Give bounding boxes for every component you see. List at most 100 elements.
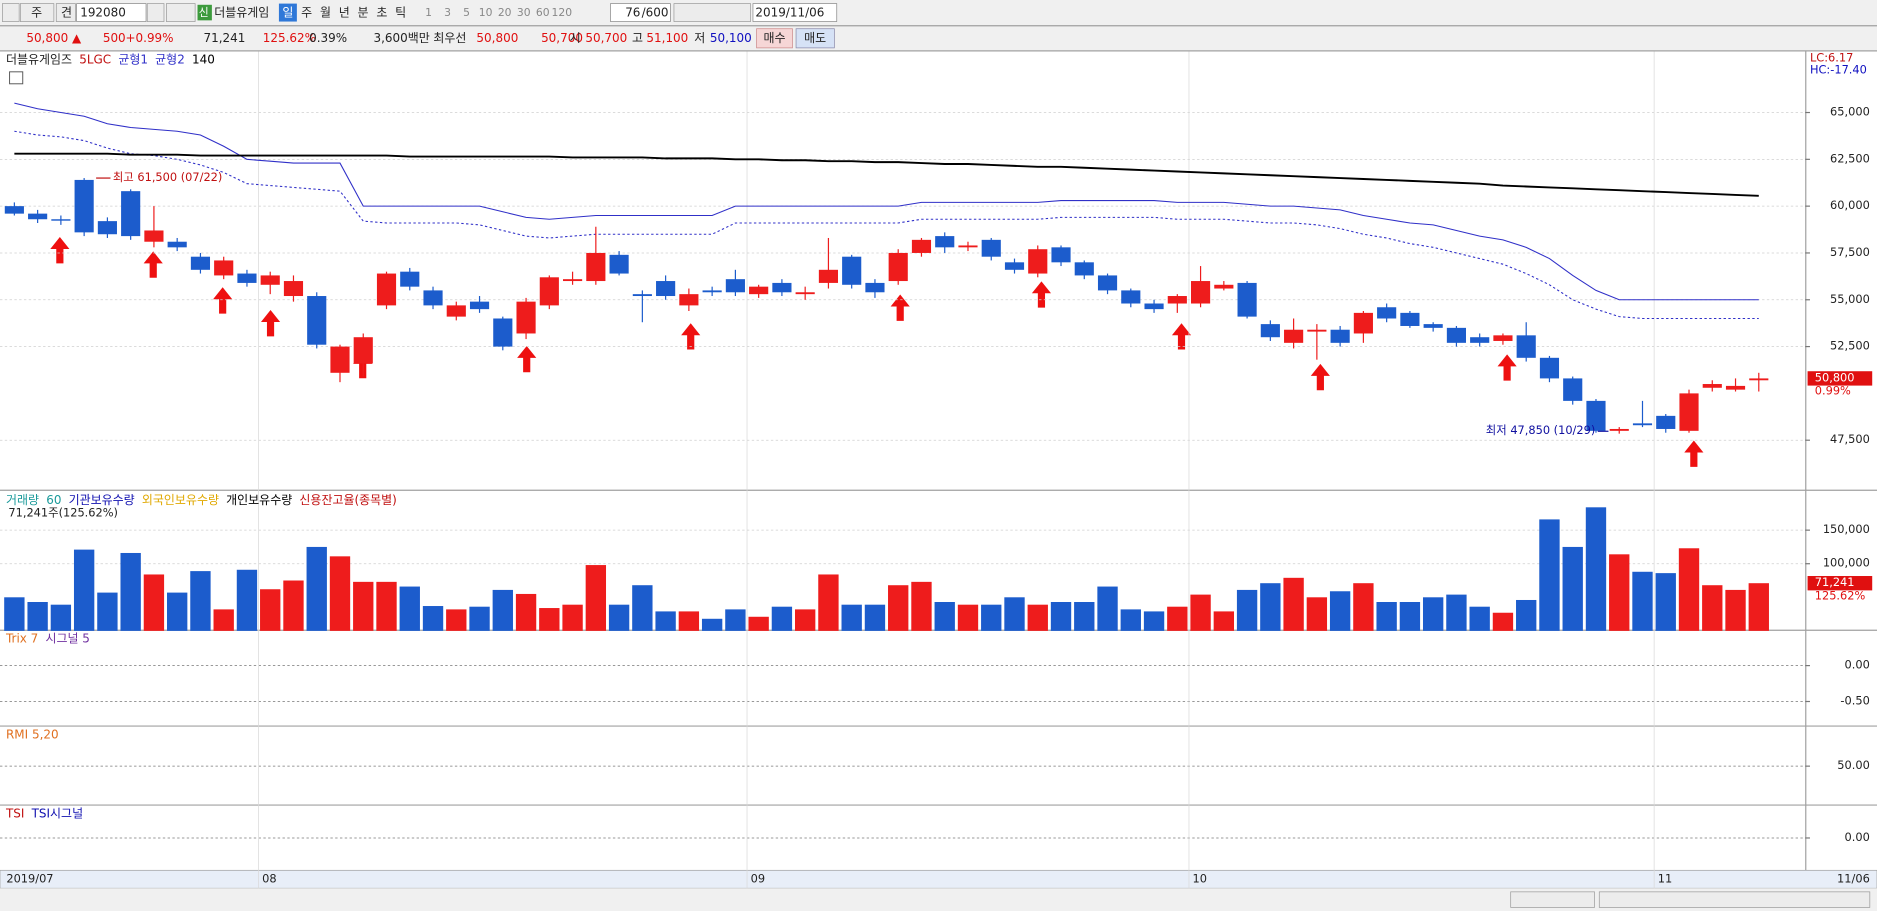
code-input[interactable]	[76, 3, 147, 22]
volume-bar	[1562, 546, 1583, 631]
signal-arrow	[50, 237, 70, 264]
quote-best-label: 최우선	[433, 31, 466, 45]
hc-label: HC:-17.40	[1810, 63, 1867, 77]
volume-bar	[1632, 571, 1653, 631]
menu-button[interactable]	[2, 3, 20, 22]
volume-bar	[678, 611, 700, 631]
volume-bar	[957, 604, 979, 631]
y-tick-label: 47,500	[1830, 432, 1870, 446]
candle-body	[1516, 335, 1536, 358]
period-select[interactable]	[19, 3, 55, 22]
candle-body	[97, 221, 117, 235]
volume-info: 71,241주(125.62%)	[8, 506, 118, 520]
volume-bar	[1097, 586, 1118, 631]
quote-bid: 50,700	[541, 31, 583, 45]
low-note: 최저 47,850 (10/29)	[1486, 423, 1595, 437]
signal-arrow	[260, 310, 281, 337]
candle-body	[4, 206, 24, 214]
y-tick-label: 62,500	[1830, 151, 1870, 165]
x-tick-label: 11	[1658, 871, 1672, 885]
signal-arrow	[1171, 323, 1192, 350]
volume-bar	[1539, 519, 1560, 631]
legend-entry: RMI 5,20	[6, 728, 59, 742]
volume-bar	[190, 571, 211, 631]
signal-arrow	[213, 287, 233, 314]
y-tick-label: 50.00	[1837, 758, 1870, 772]
candle-body	[1097, 275, 1118, 291]
minute-button: 120	[552, 6, 573, 19]
volume-bar	[306, 546, 327, 631]
volume-bar	[1329, 591, 1351, 631]
volume-bar	[1748, 583, 1769, 631]
candle-body	[935, 236, 955, 248]
signal-arrow	[517, 345, 537, 373]
volume-bar	[1678, 548, 1700, 631]
zoom-controls[interactable]	[1598, 891, 1871, 908]
volume-tag-label: 71,241	[1815, 575, 1855, 589]
date-text: 2019/11/06	[755, 6, 824, 20]
legend-entry: 균형1	[118, 52, 148, 66]
volume-bar	[1120, 609, 1141, 631]
price-line	[14, 152, 1759, 197]
interval-active[interactable]	[278, 3, 297, 22]
search-button[interactable]	[146, 3, 165, 22]
sell-button[interactable]	[795, 28, 835, 49]
candle-body	[1400, 312, 1420, 326]
volume-bar	[888, 585, 909, 631]
candle-body	[1074, 262, 1094, 276]
volume-bar	[1306, 597, 1328, 631]
legend-entry: 신용잔고율(종목별)	[299, 493, 396, 507]
type-select-text: 견	[61, 6, 72, 20]
candle-body	[1190, 281, 1211, 304]
volume-bar	[1213, 611, 1235, 631]
volume-bar	[562, 604, 583, 631]
candle-body	[423, 290, 443, 306]
candle-body	[28, 213, 48, 220]
count-input[interactable]	[610, 3, 671, 22]
scroll-controls[interactable]	[1510, 891, 1595, 908]
legend-entry: 60	[46, 493, 61, 507]
quote-volume-ratio: 125.62%	[263, 31, 316, 45]
sound-button[interactable]	[166, 3, 196, 22]
volume-bar	[27, 601, 48, 631]
code-text: 192080	[80, 6, 126, 20]
y-tick-label: 150,000	[1823, 522, 1870, 536]
y-tick-label: 55,000	[1830, 292, 1870, 306]
candle-body	[376, 273, 397, 306]
y-tick-label: 0.00	[1845, 658, 1870, 672]
volume-bar	[1725, 589, 1746, 631]
type-select[interactable]	[55, 3, 76, 22]
volume-bar	[1074, 601, 1095, 631]
volume-bar	[167, 592, 188, 631]
candle-body	[702, 290, 722, 293]
candle-body	[1284, 329, 1304, 343]
last-price-label: 50,800	[1815, 370, 1855, 384]
lc-label: LC:6.17	[1810, 51, 1853, 65]
period-select-text: 주	[31, 6, 42, 20]
tool-buttons[interactable]	[673, 3, 751, 22]
candle-body	[330, 346, 350, 373]
y-tick-label: 57,500	[1830, 245, 1870, 259]
panel-icon[interactable]	[9, 71, 24, 85]
volume-bar	[981, 604, 1002, 631]
date-input[interactable]	[752, 3, 838, 22]
candle-body	[1725, 385, 1746, 390]
candle-body	[493, 318, 513, 347]
legend-entry: 140	[192, 52, 215, 66]
volume-bar	[1283, 577, 1304, 631]
minute-button: 1	[425, 6, 432, 19]
candle-body	[1656, 415, 1676, 429]
y-tick-label: 60,000	[1830, 198, 1870, 212]
interval-button: 틱	[395, 6, 406, 20]
volume-bar	[632, 585, 653, 631]
candle-body	[772, 282, 792, 293]
x-axis-strip	[0, 869, 1877, 889]
candle-body	[121, 191, 141, 237]
quote-high: 51,100	[646, 31, 688, 45]
legend-entry: TSI시그널	[31, 807, 83, 821]
last-rate-label: 0.99%	[1815, 384, 1851, 398]
quote-amount: 3,600백만	[373, 31, 429, 45]
buy-button[interactable]	[756, 28, 793, 49]
x-tick-label: 2019/07	[6, 871, 53, 885]
